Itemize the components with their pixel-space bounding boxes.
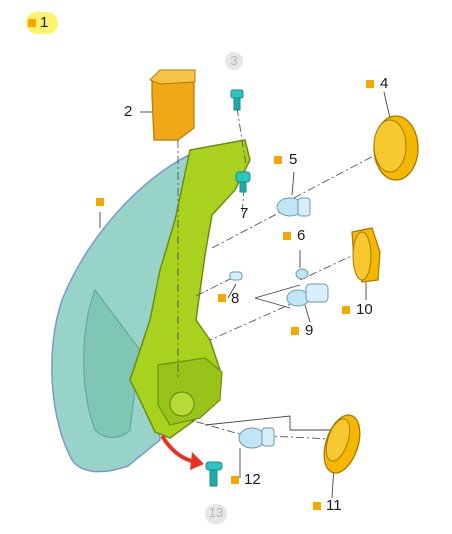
bulb-part-5: [276, 197, 311, 217]
callout-marker-lens: [96, 198, 104, 206]
callout-marker-1: [28, 19, 36, 27]
callout-label-10: 10: [356, 301, 373, 318]
callout-label-3: 3: [225, 52, 243, 70]
removal-arrow: [160, 434, 204, 470]
label-highlight: [26, 12, 58, 34]
leader-lines: [99, 91, 391, 499]
callout-label-4: 4: [380, 75, 389, 92]
control-module-connector: [149, 69, 196, 85]
callout-marker-6: [283, 232, 291, 240]
callout-marker-5: [274, 156, 282, 164]
callout-label-9: 9: [305, 322, 314, 339]
cover-cap-part-11: [323, 414, 361, 474]
callout-label-13: 13: [205, 504, 227, 524]
callout-label-2: 2: [124, 103, 133, 120]
callout-label-12: 12: [244, 471, 261, 488]
screw-part-3: [230, 89, 244, 111]
callout-marker-9: [291, 327, 299, 335]
housing-rear-block: [157, 357, 223, 426]
callout-label-5: 5: [289, 151, 298, 168]
callout-marker-12: [231, 476, 239, 484]
cover-cap-part-10: [351, 227, 381, 283]
bulb-part-6: [295, 268, 309, 280]
callout-label-8: 8: [231, 290, 240, 307]
callout-label-11: 11: [326, 497, 342, 514]
callout-marker-11: [313, 502, 321, 510]
housing-socket-ring: [169, 391, 195, 417]
callout-marker-4: [366, 80, 374, 88]
screw-part-7: [235, 171, 251, 193]
bulb-holder-part-9: [286, 283, 329, 307]
cover-cap-part-4: [373, 115, 419, 181]
lens-reflector-detail: [83, 288, 141, 438]
bulb-part-12: [238, 427, 275, 449]
callout-label-1: 1: [40, 14, 49, 31]
callout-label-7: 7: [240, 205, 249, 222]
callout-marker-8: [218, 294, 226, 302]
screw-part-13: [205, 461, 223, 487]
callout-label-6: 6: [297, 227, 306, 244]
callout-marker-10: [342, 306, 350, 314]
assembly-lines: [177, 107, 401, 441]
bulb-part-8: [229, 271, 243, 281]
